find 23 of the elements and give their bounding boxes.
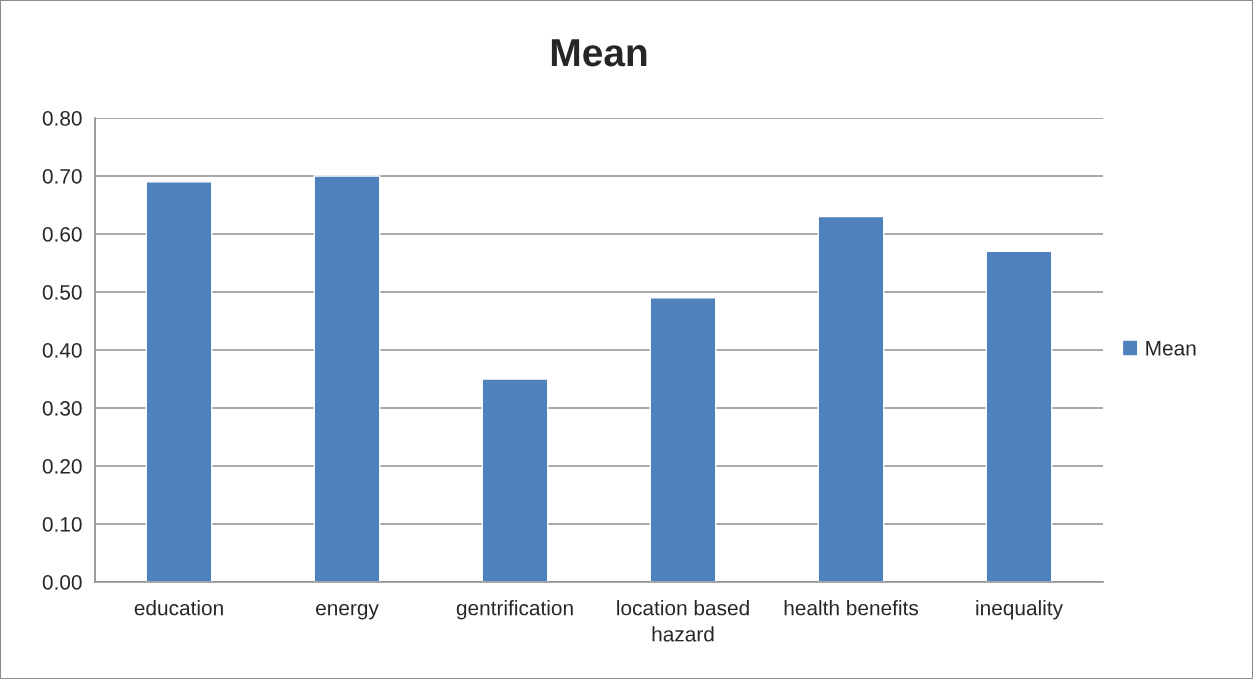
- bar: [481, 378, 549, 582]
- y-tick-label: 0.60: [42, 227, 82, 242]
- x-tick-label: health benefits: [784, 600, 919, 616]
- chart-title: Mean: [551, 39, 647, 67]
- bar: [649, 297, 717, 582]
- y-tick-label: 0.50: [42, 285, 82, 300]
- bar: [817, 215, 885, 582]
- y-tick-label: 0.70: [42, 169, 82, 184]
- bar: [145, 181, 213, 582]
- legend-label: Mean: [1146, 341, 1196, 356]
- y-tick-label: 0.40: [42, 343, 82, 358]
- y-tick-label: 0.80: [42, 111, 82, 126]
- x-tick-label: energy: [316, 603, 379, 620]
- x-tick-label: inequality: [976, 600, 1063, 620]
- y-tick-label: 0.20: [42, 459, 82, 474]
- x-tick-label: gentrification: [456, 600, 573, 620]
- y-tick-label: 0.30: [42, 401, 82, 416]
- y-tick-label: 0.00: [42, 575, 82, 590]
- x-tick-label: education: [134, 600, 223, 616]
- bar: [985, 250, 1053, 582]
- y-tick-label: 0.10: [42, 517, 82, 532]
- bar: [313, 175, 381, 582]
- x-tick-label: location based hazard: [617, 600, 749, 642]
